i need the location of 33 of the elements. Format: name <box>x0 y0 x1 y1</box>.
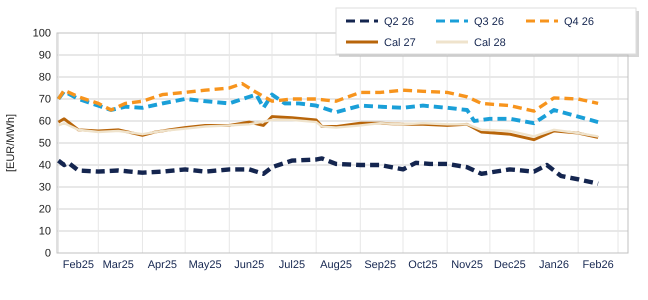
y-axis-title: [EUR/MWh] <box>5 114 17 172</box>
line-series <box>56 156 600 186</box>
x-tick-label: Jul25 <box>278 258 306 271</box>
y-tick-label: 70 <box>38 94 51 106</box>
y-tick-label: 100 <box>32 28 51 40</box>
x-tick-label: Mar25 <box>102 258 134 271</box>
y-tick-label: 80 <box>38 72 51 84</box>
x-tick-label: Oct25 <box>408 258 438 271</box>
y-tick-label: 0 <box>44 248 51 260</box>
x-tick-label: Feb25 <box>62 258 94 271</box>
y-tick-label: 40 <box>38 160 51 172</box>
y-tick-label: 90 <box>38 50 51 62</box>
y-tick-label: 60 <box>38 116 51 128</box>
x-tick-label: Aug25 <box>320 258 352 271</box>
y-tick-label: 30 <box>38 182 51 194</box>
legend-label: Cal 27 <box>384 37 416 49</box>
x-tick-label: Nov25 <box>451 258 483 271</box>
x-tick-label: May25 <box>188 258 222 271</box>
x-tick-label: Dec25 <box>494 258 526 271</box>
x-tick-label: Jan26 <box>538 258 569 271</box>
line-series <box>56 82 600 113</box>
line-series <box>56 89 600 126</box>
legend-label: Q3 26 <box>474 16 504 28</box>
x-tick-label: Sep25 <box>364 258 396 271</box>
x-tick-label: Feb26 <box>582 258 614 271</box>
legend-label: Q4 26 <box>564 16 594 28</box>
y-tick-label: 10 <box>38 226 51 238</box>
x-tick-label: Jun25 <box>234 258 264 271</box>
legend-label: Cal 28 <box>474 37 506 49</box>
x-tick-label: Apr25 <box>148 258 178 271</box>
legend-label: Q2 26 <box>384 16 414 28</box>
y-tick-label: 50 <box>38 138 51 150</box>
y-tick-label: 20 <box>38 204 51 216</box>
